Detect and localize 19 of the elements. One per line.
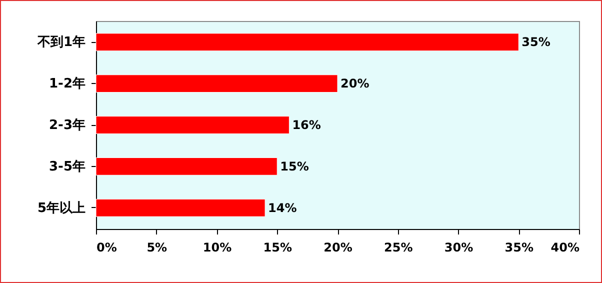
y-tick-label: 5年以上 xyxy=(37,200,86,216)
x-tick-label: 10% xyxy=(202,240,232,254)
x-tick-label: 15% xyxy=(263,240,292,254)
x-tick-label: 20% xyxy=(324,240,352,254)
y-tick-label: 3-5年 xyxy=(49,159,86,174)
y-tick-label: 2-3年 xyxy=(49,118,86,133)
x-tick-label: 30% xyxy=(444,240,474,254)
data-label: 35% xyxy=(522,35,550,50)
x-tick-label: 5% xyxy=(146,240,168,254)
y-tick-label: 不到1年 xyxy=(36,35,86,50)
data-label: 20% xyxy=(340,76,370,91)
x-tick-label: 0% xyxy=(96,240,117,254)
data-label: 15% xyxy=(280,159,309,174)
data-label: 14% xyxy=(268,200,297,215)
x-tick-label: 25% xyxy=(384,240,413,254)
y-tick-label: 1-2年 xyxy=(49,76,86,92)
x-tick-label: 35% xyxy=(504,240,534,254)
data-label: 16% xyxy=(292,118,321,132)
x-tick-label: 40% xyxy=(550,240,580,254)
